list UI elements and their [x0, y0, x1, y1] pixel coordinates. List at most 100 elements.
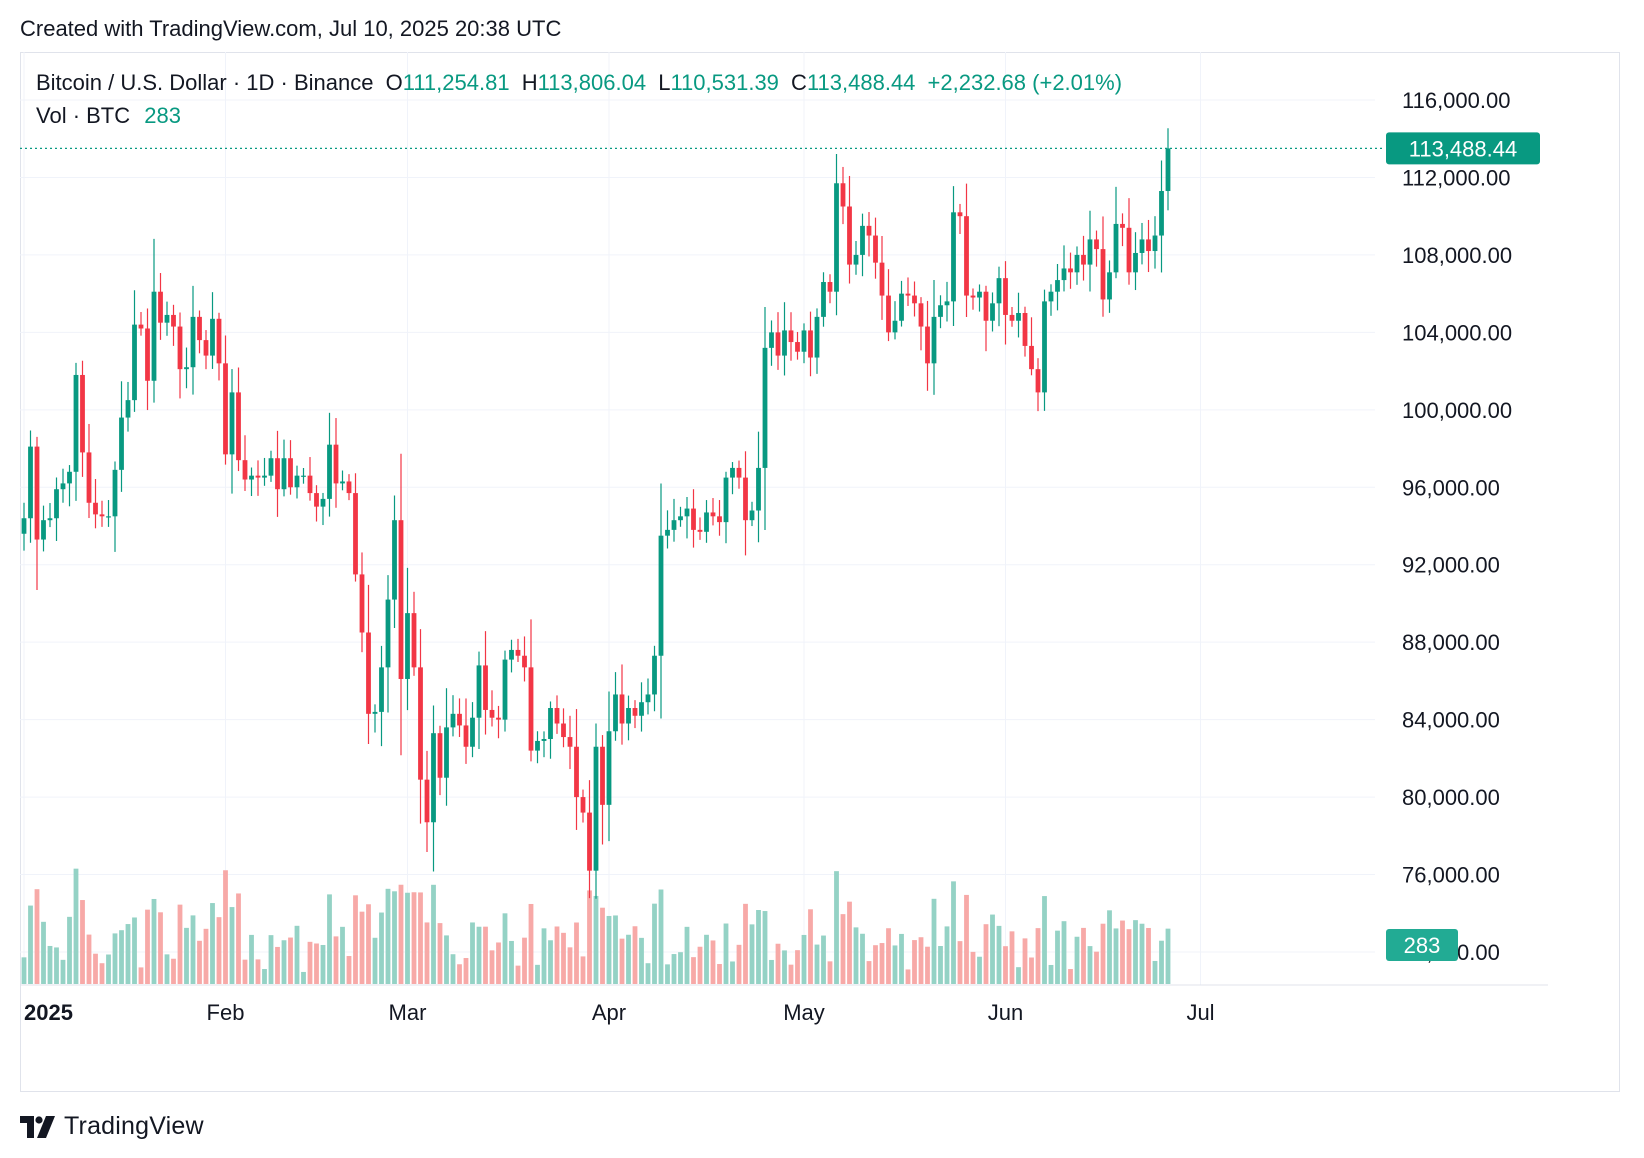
- candle-body: [73, 374, 79, 472]
- volume-bar: [600, 907, 605, 984]
- volume-bar: [1152, 960, 1158, 984]
- candle-body: [931, 316, 937, 364]
- volume-bar: [229, 907, 235, 984]
- volume-bar: [366, 904, 371, 984]
- candle-body: [600, 746, 605, 805]
- volume-bar: [873, 945, 878, 984]
- y-tick-label: 88,000.00: [1402, 630, 1500, 655]
- volume-bar: [132, 917, 137, 984]
- volume-bar: [541, 928, 547, 984]
- y-tick-label: 116,000.00: [1402, 88, 1510, 113]
- candle-body: [99, 514, 105, 517]
- volume-bar: [931, 898, 937, 984]
- candle-body: [1113, 223, 1119, 273]
- candle-body: [834, 183, 839, 292]
- volume-bar: [821, 935, 826, 984]
- x-tick-label: Mar: [389, 1000, 427, 1025]
- candle-body: [1081, 254, 1086, 265]
- price-change: +2,232.68 (+2.01%): [927, 70, 1123, 95]
- volume-bar: [1081, 927, 1086, 984]
- candle-body: [437, 733, 443, 778]
- candle-body: [1139, 239, 1145, 253]
- ohlc-high: H113,806.04: [522, 70, 646, 95]
- candle-body: [489, 709, 495, 718]
- y-tick-label: 92,000.00: [1402, 553, 1500, 578]
- volume-bar: [847, 901, 852, 984]
- candle-body: [210, 318, 215, 356]
- candle-body: [795, 342, 800, 352]
- volume-bar: [184, 927, 189, 984]
- y-tick-label: 108,000.00: [1402, 243, 1512, 268]
- candle-body: [236, 392, 241, 461]
- candle-layer: [21, 128, 1171, 899]
- candle-body: [827, 282, 833, 292]
- candle-body: [1042, 301, 1047, 393]
- volume-bar: [977, 956, 982, 984]
- x-tick-label: May: [783, 1000, 825, 1025]
- axis-layer: 116,000.00 112,000.00 108,000.00 104,000.00…: [20, 88, 1548, 1025]
- volume-bar: [860, 933, 865, 984]
- volume-bar: [223, 870, 228, 984]
- candle-body: [983, 291, 989, 321]
- volume-bar: [528, 903, 534, 984]
- candle-body: [866, 225, 872, 236]
- volume-bar: [255, 959, 261, 984]
- volume-bar: [424, 922, 430, 984]
- candle-body: [1003, 278, 1008, 315]
- candle-body: [28, 446, 33, 519]
- candle-body: [970, 295, 976, 298]
- candle-body: [860, 225, 865, 255]
- candle-body: [385, 599, 391, 668]
- volume-bar: [93, 953, 98, 984]
- x-tick-label: Jun: [988, 1000, 1023, 1025]
- candle-body: [522, 655, 527, 668]
- candle-body: [411, 613, 417, 668]
- candle-body: [502, 659, 508, 720]
- volume-bar: [730, 961, 735, 984]
- candle-body: [262, 475, 267, 478]
- candle-body: [424, 779, 430, 823]
- candle-body: [1009, 314, 1015, 321]
- volume-bar: [749, 924, 755, 984]
- volume-bar: [197, 940, 202, 984]
- candle-body: [580, 797, 586, 813]
- volume-bar: [697, 946, 703, 984]
- low-value: 110,531.39: [670, 70, 779, 95]
- candle-body: [359, 574, 365, 633]
- volume-bar: [743, 903, 748, 984]
- y-tick-label: 84,000.00: [1402, 708, 1500, 733]
- volume-bar: [613, 915, 618, 984]
- candle-body: [847, 206, 852, 265]
- candle-body: [366, 632, 371, 714]
- volume-bar: [756, 910, 761, 984]
- volume-bar: [899, 933, 904, 984]
- volume-bar: [281, 940, 287, 984]
- candle-body: [814, 316, 820, 358]
- volume-bar: [496, 942, 501, 984]
- volume-bar: [1087, 946, 1093, 984]
- candle-body: [158, 291, 163, 323]
- candle-body: [951, 212, 956, 302]
- candle-body: [151, 291, 157, 381]
- volume-bar: [489, 950, 495, 984]
- candle-body: [1152, 235, 1158, 252]
- volume-bar: [457, 964, 462, 984]
- volume-bar: [353, 895, 358, 984]
- volume-bar: [866, 961, 872, 984]
- y-tick-label: 80,000.00: [1402, 785, 1500, 810]
- volume-bar: [1139, 923, 1145, 984]
- footer[interactable]: TradingView: [20, 1112, 204, 1141]
- volume-bar: [918, 937, 924, 984]
- candle-body: [1055, 280, 1060, 292]
- ohlc-close: C113,488.44: [791, 70, 915, 95]
- volume-bar: [398, 884, 404, 984]
- high-value: 113,806.04: [537, 70, 647, 95]
- volume-bar: [944, 926, 950, 984]
- candle-body: [314, 493, 319, 507]
- candle-body: [294, 475, 300, 488]
- volume-bar: [54, 947, 59, 984]
- candle-body: [840, 183, 846, 207]
- volume-bar: [1126, 929, 1132, 984]
- y-tick-label: 96,000.00: [1402, 475, 1500, 500]
